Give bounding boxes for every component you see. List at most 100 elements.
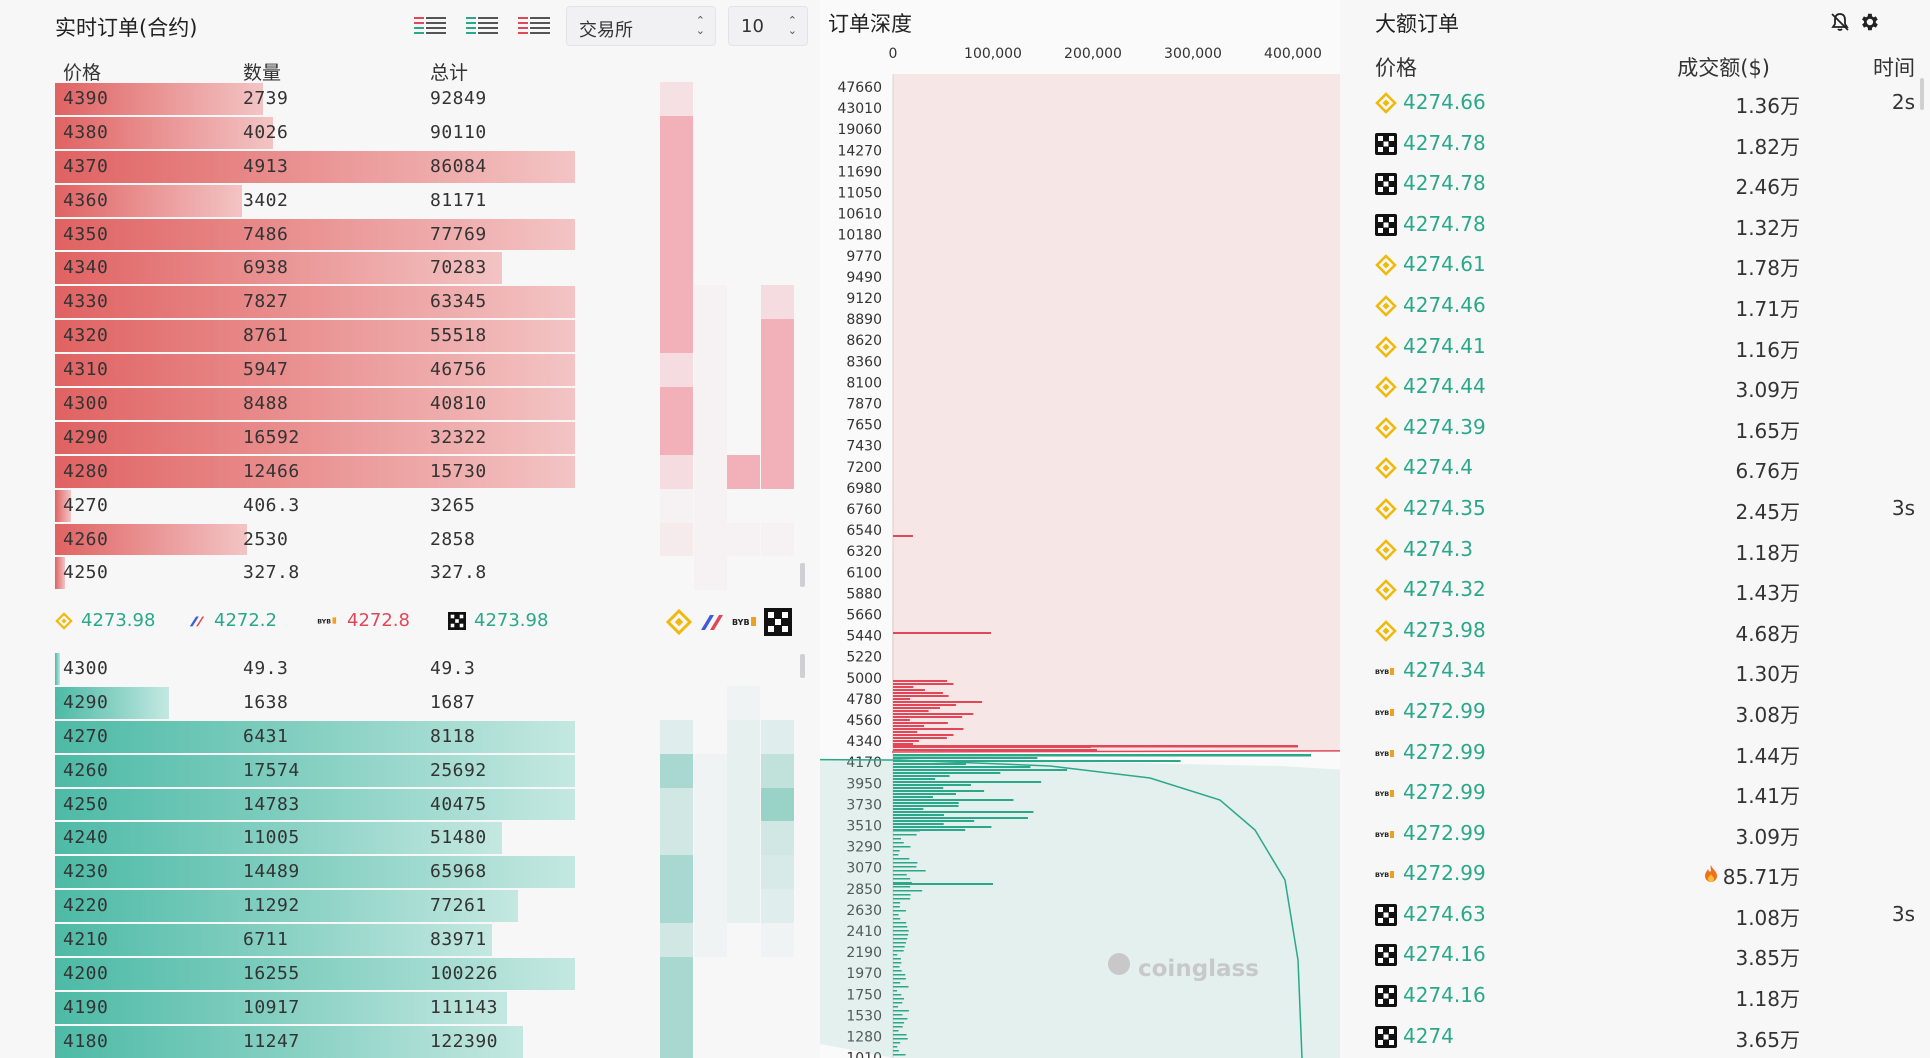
big-order-amount: 1.18万 bbox=[1735, 983, 1800, 1012]
bitget-icon[interactable] bbox=[698, 608, 726, 636]
bid-level-bar bbox=[893, 1002, 903, 1004]
bid-qty: 14783 bbox=[243, 793, 300, 815]
gear-icon[interactable] bbox=[1858, 11, 1880, 33]
view-bids-button[interactable] bbox=[464, 14, 500, 38]
big-order-row[interactable]: 4274.4 6.76万 bbox=[1375, 449, 1915, 490]
bid-row[interactable]: 4250 14783 40475 bbox=[55, 788, 575, 822]
view-both-button[interactable] bbox=[412, 14, 448, 38]
big-order-row[interactable]: BYB 4272.99 85.71万 bbox=[1375, 855, 1915, 896]
bid-row[interactable]: 4290 1638 1687 bbox=[55, 686, 575, 720]
bid-heat-cell bbox=[760, 923, 794, 958]
big-order-amount: 1.36万 bbox=[1735, 90, 1800, 119]
ask-qty-bar bbox=[55, 252, 503, 285]
bid-level-bar bbox=[893, 790, 985, 792]
ask-qty-bar bbox=[55, 421, 575, 454]
big-order-row[interactable]: 4273.98 4.68万 bbox=[1375, 612, 1915, 653]
exchange-select[interactable]: 交易所 ⌃ ⌄ bbox=[566, 6, 716, 46]
big-order-price: 4274.66 bbox=[1403, 90, 1486, 114]
bid-row[interactable]: 4220 11292 77261 bbox=[55, 889, 575, 923]
bid-level-bar bbox=[893, 958, 901, 960]
big-order-row[interactable]: 4274.44 3.09万 bbox=[1375, 368, 1915, 409]
bid-row[interactable]: 4240 11005 51480 bbox=[55, 821, 575, 855]
okx-icon[interactable] bbox=[764, 608, 792, 636]
ask-qty-bar bbox=[55, 354, 575, 387]
big-order-row[interactable]: BYB 4272.99 1.44万 bbox=[1375, 734, 1915, 775]
ask-row[interactable]: 4330 7827 63345 bbox=[55, 285, 575, 319]
big-order-row[interactable]: 4274.78 1.82万 bbox=[1375, 125, 1915, 166]
big-order-row[interactable]: 4274.39 1.65万 bbox=[1375, 409, 1915, 450]
col-header-total: 总计 bbox=[430, 62, 469, 84]
bybit-icon[interactable]: BYB bbox=[731, 608, 759, 636]
big-order-row[interactable]: 4274.78 1.32万 bbox=[1375, 206, 1915, 247]
depth-level-select[interactable]: 10 ⌃ ⌄ bbox=[728, 6, 808, 46]
bid-row[interactable]: 4190 10917 111143 bbox=[55, 991, 575, 1025]
big-order-row[interactable]: 4274 3.65万 bbox=[1375, 1018, 1915, 1058]
bid-heat-cell bbox=[693, 787, 727, 822]
ask-price: 4380 bbox=[63, 121, 109, 143]
ask-qty-bar bbox=[55, 455, 575, 488]
ask-row[interactable]: 4320 8761 55518 bbox=[55, 319, 575, 353]
big-order-row[interactable]: BYB 4272.99 3.08万 bbox=[1375, 693, 1915, 734]
bell-off-icon[interactable] bbox=[1830, 12, 1850, 32]
ask-row[interactable]: 4390 2739 92849 bbox=[55, 82, 575, 116]
big-order-row[interactable]: BYB 4272.99 1.41万 bbox=[1375, 774, 1915, 815]
ask-row[interactable]: 4250 327.8 327.8 bbox=[55, 556, 575, 590]
big-order-row[interactable]: 4274.66 1.36万 2s bbox=[1375, 84, 1915, 125]
big-order-amount-value: 1.78万 bbox=[1735, 256, 1800, 281]
ask-row[interactable]: 4340 6938 70283 bbox=[55, 251, 575, 285]
big-order-row[interactable]: 4274.41 1.16万 bbox=[1375, 328, 1915, 369]
ask-total: 90110 bbox=[430, 121, 487, 143]
bid-row[interactable]: 4210 6711 83971 bbox=[55, 923, 575, 957]
svg-text:BYB: BYB bbox=[317, 618, 331, 625]
bid-row[interactable]: 4200 16255 100226 bbox=[55, 957, 575, 991]
ask-heat-cell bbox=[727, 218, 760, 252]
big-order-amount-value: 4.68万 bbox=[1735, 621, 1800, 646]
big-orders-scrollbar[interactable] bbox=[1920, 78, 1924, 110]
asks-scrollbar[interactable] bbox=[800, 563, 805, 587]
fire-icon bbox=[1703, 864, 1719, 889]
ask-level-bar bbox=[893, 680, 948, 682]
ask-total: 46756 bbox=[430, 359, 487, 381]
bid-level-bar bbox=[893, 910, 906, 912]
binance-icon[interactable] bbox=[665, 608, 693, 636]
big-order-row[interactable]: 4274.16 1.18万 bbox=[1375, 977, 1915, 1018]
ask-heat-cell bbox=[693, 454, 727, 489]
depth-y-tick: 2850 bbox=[846, 882, 882, 898]
view-asks-button[interactable] bbox=[516, 14, 552, 38]
bid-row[interactable]: 4260 17574 25692 bbox=[55, 754, 575, 788]
ask-row[interactable]: 4260 2530 2858 bbox=[55, 523, 575, 557]
bid-row[interactable]: 4300 49.3 49.3 bbox=[55, 652, 575, 686]
big-order-row[interactable]: 4274.63 1.08万 3s bbox=[1375, 896, 1915, 937]
bid-level-bar bbox=[893, 930, 909, 932]
bid-total: 83971 bbox=[430, 929, 487, 951]
big-order-row[interactable]: 4274.32 1.43万 bbox=[1375, 571, 1915, 612]
bid-row[interactable]: 4180 11247 122390 bbox=[55, 1025, 575, 1058]
bid-row[interactable]: 4270 6431 8118 bbox=[55, 720, 575, 754]
big-order-row[interactable]: 4274.35 2.45万 3s bbox=[1375, 490, 1915, 531]
ask-row[interactable]: 4290 16592 32322 bbox=[55, 421, 575, 455]
ask-row[interactable]: 4300 8488 40810 bbox=[55, 387, 575, 421]
ask-level-bar bbox=[893, 701, 983, 703]
depth-chart[interactable]: 0 100,000 200,000 300,000 400,000 47660 43010 1… bbox=[820, 0, 1340, 1058]
ask-row[interactable]: 4280 12466 15730 bbox=[55, 455, 575, 489]
big-order-row[interactable]: BYB 4272.99 3.09万 bbox=[1375, 815, 1915, 856]
big-order-row[interactable]: 4274.61 1.78万 bbox=[1375, 246, 1915, 287]
big-order-row[interactable]: 4274.46 1.71万 bbox=[1375, 287, 1915, 328]
ask-row[interactable]: 4310 5947 46756 bbox=[55, 353, 575, 387]
big-order-row[interactable]: 4274.3 1.18万 bbox=[1375, 531, 1915, 572]
ask-row[interactable]: 4270 406.3 3265 bbox=[55, 489, 575, 523]
bid-row[interactable]: 4230 14489 65968 bbox=[55, 855, 575, 889]
big-order-price: 4272.99 bbox=[1403, 698, 1486, 723]
ask-row[interactable]: 4350 7486 77769 bbox=[55, 218, 575, 252]
ask-row[interactable]: 4370 4913 86084 bbox=[55, 150, 575, 184]
ask-row[interactable]: 4380 4026 90110 bbox=[55, 116, 575, 150]
bids-scrollbar[interactable] bbox=[800, 654, 805, 678]
bid-heat-cell bbox=[694, 686, 727, 720]
big-order-amount: 3.09万 bbox=[1735, 821, 1800, 850]
big-order-row[interactable]: 4274.16 3.85万 bbox=[1375, 936, 1915, 977]
big-order-row[interactable]: BYB 4274.34 1.30万 bbox=[1375, 652, 1915, 693]
bid-qty: 6711 bbox=[243, 929, 289, 951]
ask-heat-cell bbox=[761, 82, 794, 116]
ask-row[interactable]: 4360 3402 81171 bbox=[55, 184, 575, 218]
big-order-row[interactable]: 4274.78 2.46万 bbox=[1375, 165, 1915, 206]
